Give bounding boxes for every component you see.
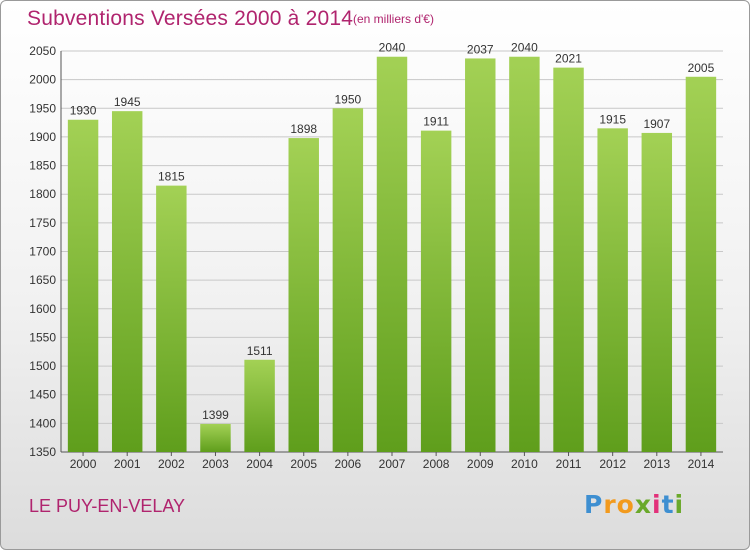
brand-letter: t bbox=[661, 490, 675, 519]
x-tick-label: 2008 bbox=[423, 457, 450, 471]
data-label: 2040 bbox=[511, 41, 538, 55]
y-tick-labels: 1350 1400 1450 1500 1550 1600 1650 1700 1750 1800… bbox=[29, 44, 56, 459]
bar bbox=[67, 119, 99, 452]
brand-letter: o bbox=[616, 490, 635, 519]
data-label: 1907 bbox=[643, 117, 670, 131]
y-tick-label: 1450 bbox=[29, 388, 56, 402]
x-tick-label: 2010 bbox=[511, 457, 538, 471]
y-tick-label: 1900 bbox=[29, 130, 56, 144]
brand-letter: i bbox=[652, 490, 662, 519]
bar bbox=[332, 108, 364, 453]
data-label: 1945 bbox=[114, 95, 141, 109]
x-tick-label: 2005 bbox=[290, 457, 317, 471]
data-label: 1511 bbox=[247, 344, 273, 358]
x-tick-label: 2013 bbox=[643, 457, 670, 471]
x-tick-label: 2011 bbox=[556, 457, 582, 471]
y-tick-label: 1850 bbox=[29, 159, 56, 173]
x-tick-label: 2003 bbox=[202, 457, 229, 471]
y-tick-label: 2000 bbox=[29, 73, 56, 87]
bar bbox=[465, 58, 496, 452]
bar bbox=[244, 359, 275, 452]
data-label: 1911 bbox=[423, 115, 449, 129]
bar bbox=[376, 56, 408, 452]
bar bbox=[111, 111, 143, 453]
y-tick-label: 1400 bbox=[29, 416, 56, 430]
data-label: 1898 bbox=[290, 122, 317, 136]
y-tick-label: 1700 bbox=[29, 245, 56, 259]
data-label: 1930 bbox=[70, 104, 97, 118]
x-tick-label: 2014 bbox=[688, 457, 715, 471]
bar bbox=[288, 138, 319, 452]
y-tick-label: 1800 bbox=[29, 187, 56, 201]
bar bbox=[156, 185, 187, 452]
y-tick-label: 1350 bbox=[29, 445, 56, 459]
brand-logo: Proxiti bbox=[584, 490, 684, 519]
x-tick-label: 2000 bbox=[70, 457, 97, 471]
y-tick-label: 1650 bbox=[29, 273, 56, 287]
brand-letter: r bbox=[603, 490, 617, 519]
data-label: 1915 bbox=[599, 112, 626, 126]
bar bbox=[641, 132, 673, 452]
place-name: LE PUY-EN-VELAY bbox=[29, 496, 186, 516]
x-tick-label: 2006 bbox=[335, 457, 362, 471]
brand-letter: P bbox=[584, 490, 604, 519]
x-tick-label: 2004 bbox=[246, 457, 273, 471]
bar bbox=[597, 128, 628, 452]
data-label: 1815 bbox=[158, 170, 185, 184]
chart-title: Subventions Versées 2000 à 2014 bbox=[27, 7, 354, 30]
bars bbox=[67, 56, 717, 453]
data-labels: 1930 1945 1815 1399 1511 1898 1950 2040 1911 2037… bbox=[70, 41, 715, 422]
data-label: 2037 bbox=[467, 42, 494, 56]
brand-letter: i bbox=[674, 490, 685, 519]
x-tick-label: 2002 bbox=[158, 457, 185, 471]
x-tick-labels: 2000 2001 2002 2003 2004 2005 2006 2007 2008 2009… bbox=[70, 457, 715, 471]
y-tick-label: 1750 bbox=[29, 216, 56, 230]
chart-unit: (en milliers d'€) bbox=[353, 12, 434, 26]
bar bbox=[420, 130, 452, 452]
bar bbox=[509, 56, 540, 452]
y-tick-label: 1950 bbox=[29, 101, 56, 115]
data-label: 2040 bbox=[379, 41, 406, 55]
y-tick-label: 1600 bbox=[29, 302, 56, 316]
x-tick-label: 2001 bbox=[114, 457, 141, 471]
y-tick-label: 2050 bbox=[29, 44, 56, 58]
bar bbox=[553, 67, 584, 452]
y-tick-label: 1550 bbox=[29, 330, 56, 344]
data-label: 1399 bbox=[202, 408, 229, 422]
x-tick-label: 2009 bbox=[467, 457, 494, 471]
data-label: 1950 bbox=[335, 92, 362, 106]
bar bbox=[685, 76, 717, 453]
brand-letter: x bbox=[634, 490, 652, 519]
data-label: 2021 bbox=[555, 52, 582, 66]
x-tick-label: 2012 bbox=[599, 457, 626, 471]
data-label: 2005 bbox=[688, 61, 715, 75]
y-tick-label: 1500 bbox=[29, 359, 56, 373]
x-tick-label: 2007 bbox=[379, 457, 406, 471]
bar bbox=[200, 423, 231, 452]
